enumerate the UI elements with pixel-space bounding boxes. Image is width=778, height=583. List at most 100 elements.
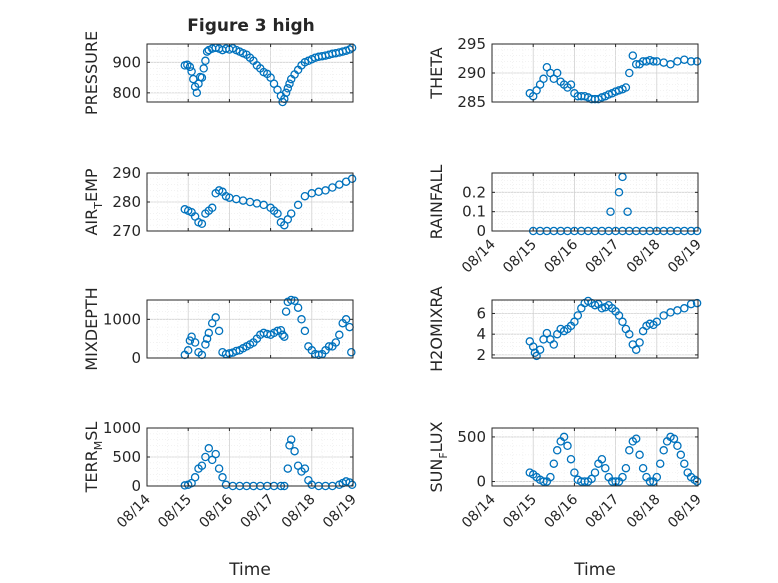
data-point	[686, 57, 696, 66]
data-point	[218, 473, 227, 482]
data-point	[676, 450, 686, 460]
data-point	[631, 345, 641, 354]
y-tick-label: 500	[112, 448, 141, 466]
data-point	[601, 463, 610, 473]
y-axis-label: MIXDEPTH	[82, 287, 101, 370]
data-point	[187, 67, 196, 76]
y-axis-label: RAINFALL	[427, 165, 446, 240]
data-point	[628, 51, 638, 60]
data-point	[635, 338, 644, 347]
data-point	[341, 315, 351, 324]
data-point	[539, 74, 548, 84]
y-tick-label: 285	[457, 93, 486, 111]
y-tick-label: 0.1	[462, 203, 486, 221]
y-axis-label: PRESSURE	[82, 31, 101, 115]
axes-box	[491, 172, 699, 232]
data-point	[280, 332, 289, 341]
data-point	[190, 338, 200, 347]
x-tick-label: 08/15	[500, 237, 540, 277]
x-axis-label: Time	[573, 560, 616, 580]
subplot-6: 2 4 6 H2OMIXRA	[427, 286, 702, 372]
data-point	[259, 200, 268, 210]
data-point	[211, 313, 220, 322]
y-tick-label: 0.2	[462, 183, 486, 201]
data-point	[669, 434, 679, 443]
data-point	[680, 459, 689, 468]
data-point	[286, 435, 296, 444]
data-point	[625, 329, 634, 339]
data-point	[335, 180, 344, 189]
data-point	[618, 472, 627, 482]
data-point	[614, 188, 624, 197]
data-point	[204, 328, 214, 338]
data-point	[300, 464, 310, 473]
data-point	[185, 62, 195, 72]
data-point	[614, 311, 624, 320]
data-point	[659, 446, 668, 455]
data-point	[321, 186, 330, 195]
x-tick-label: 08/17	[583, 237, 623, 277]
x-tick-label: 08/18	[279, 492, 319, 532]
x-tick-label: 08/16	[541, 491, 581, 531]
data-point	[324, 342, 334, 351]
data-point	[566, 454, 576, 464]
x-tick-label: 08/14	[114, 491, 154, 531]
data-point	[692, 477, 702, 486]
y-axis-label: H2OMIXRA	[427, 286, 446, 372]
data-point	[293, 200, 303, 210]
y-tick-label: 0	[476, 473, 486, 491]
x-tick-label: 08/19	[665, 237, 705, 277]
x-tick-label: 08/16	[196, 491, 236, 531]
data-point	[183, 60, 192, 70]
y-tick-label: 1000	[103, 310, 141, 328]
subplots: 800 900 PRESSURE 285 290 295 THETA 270 280 290 AIR…	[82, 31, 705, 580]
x-tick-label: 08/16	[541, 236, 581, 276]
data-point	[290, 296, 299, 306]
y-axis-label: SUNFLUX	[427, 421, 450, 492]
y-tick-label: 290	[112, 164, 141, 182]
x-tick-label: 08/18	[624, 492, 664, 532]
data-point	[606, 207, 615, 216]
axes-box	[146, 43, 354, 103]
data-point	[590, 468, 600, 477]
data-point	[297, 315, 306, 324]
subplot-7: 08/14 08/15 08/16 08/17 08/18 08/19 0 500 1000TE…	[82, 419, 360, 580]
data-point	[645, 477, 655, 486]
data-point	[563, 441, 572, 451]
data-point	[652, 472, 662, 482]
data-point	[623, 207, 632, 216]
data-point	[655, 459, 665, 468]
data-point	[542, 328, 552, 338]
data-point	[539, 477, 548, 486]
data-point	[197, 461, 207, 470]
y-tick-label: 295	[457, 35, 486, 53]
axes-box	[491, 299, 699, 359]
data-point	[347, 480, 357, 490]
data-point	[597, 304, 607, 313]
data-point	[552, 446, 562, 455]
data-point	[185, 336, 195, 345]
data-point	[328, 183, 337, 192]
data-point	[281, 88, 291, 98]
data-point	[549, 459, 559, 468]
x-tick-label: 08/14	[459, 491, 499, 531]
data-point	[202, 334, 212, 343]
x-axis-label: Time	[228, 560, 271, 580]
data-point	[680, 304, 689, 313]
y-axis-label: AIRTEMP	[82, 168, 105, 235]
data-point	[192, 88, 202, 98]
data-point	[666, 60, 675, 69]
data-point	[618, 317, 627, 327]
data-point	[621, 463, 631, 473]
y-tick-label: 800	[112, 84, 141, 102]
data-point	[211, 449, 220, 459]
data-point	[335, 330, 344, 340]
data-point	[283, 464, 293, 473]
data-point	[201, 340, 210, 349]
data-point	[283, 84, 293, 93]
data-point	[549, 340, 559, 349]
data-point	[285, 441, 294, 450]
x-tick-label: 08/15	[500, 492, 540, 532]
